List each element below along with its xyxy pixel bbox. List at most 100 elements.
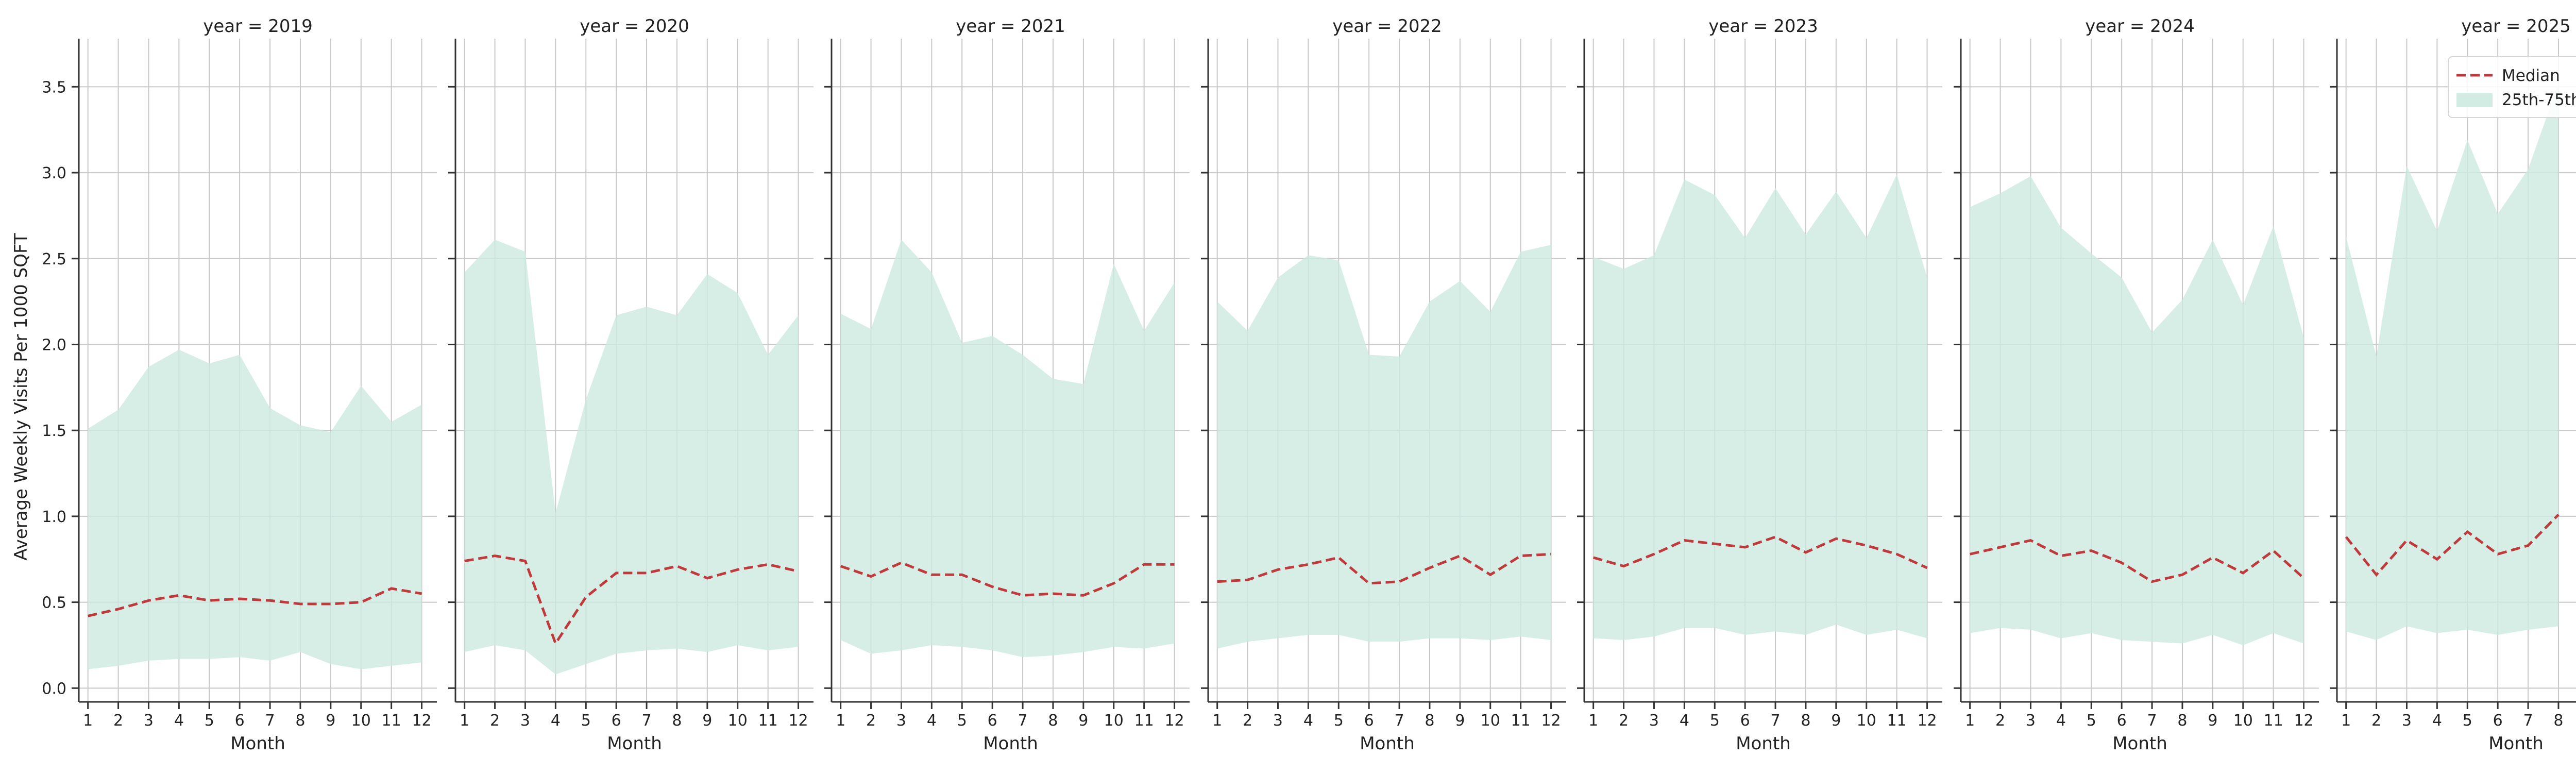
y-tick-label: 1.0 [42, 508, 66, 526]
x-tick-label: 8 [1425, 712, 1434, 730]
x-tick-label: 3 [2402, 712, 2412, 730]
x-tick-label: 9 [2208, 712, 2217, 730]
x-axis-label: Month [983, 733, 1038, 754]
percentile-band [1217, 245, 1551, 649]
x-tick-label: 10 [1481, 712, 1500, 730]
x-tick-label: 4 [174, 712, 184, 730]
x-tick-label: 11 [758, 712, 778, 730]
x-tick-label: 6 [235, 712, 245, 730]
panel-title: year = 2021 [956, 16, 1065, 37]
percentile-band [88, 349, 422, 669]
x-axis-label: Month [607, 733, 662, 754]
y-tick-label: 2.5 [42, 250, 66, 268]
x-tick-label: 10 [2233, 712, 2253, 730]
x-tick-label: 9 [1078, 712, 1088, 730]
x-tick-label: 1 [83, 712, 93, 730]
x-tick-label: 2 [866, 712, 876, 730]
median-line [2345, 513, 2560, 577]
panel-title: year = 2022 [1332, 16, 1442, 37]
y-tick-label: 2.0 [42, 336, 66, 354]
x-tick-label: 5 [2087, 712, 2096, 730]
x-tick-label: 12 [412, 712, 431, 730]
median-line [88, 587, 422, 617]
x-tick-label: 2 [1995, 712, 2005, 730]
x-tick-label: 2 [1243, 712, 1252, 730]
x-tick-label: 7 [1395, 712, 1404, 730]
x-tick-label: 7 [2147, 712, 2157, 730]
x-tick-label: 3 [144, 712, 154, 730]
x-tick-label: 4 [1303, 712, 1313, 730]
x-tick-label: 9 [1455, 712, 1465, 730]
x-tick-label: 5 [957, 712, 967, 730]
y-axis-label: Average Weekly Visits Per 1000 SQFT [11, 233, 31, 561]
x-tick-label: 5 [581, 712, 591, 730]
x-tick-label: 1 [2341, 712, 2351, 730]
x-tick-label: 7 [265, 712, 275, 730]
x-tick-label: 2 [1619, 712, 1629, 730]
x-tick-label: 2 [490, 712, 500, 730]
x-axis-label: Month [1736, 733, 1791, 754]
x-tick-label: 9 [326, 712, 335, 730]
x-tick-label: 2 [2371, 712, 2381, 730]
median-line [1970, 539, 2305, 583]
percentile-band [2346, 83, 2558, 640]
x-axis-label: Month [1360, 733, 1415, 754]
x-tick-label: 12 [1164, 712, 1184, 730]
x-tick-label: 12 [1917, 712, 1937, 730]
x-tick-label: 10 [351, 712, 371, 730]
x-tick-label: 8 [2177, 712, 2187, 730]
x-tick-label: 12 [2294, 712, 2313, 730]
x-tick-label: 8 [2553, 712, 2563, 730]
x-tick-label: 5 [1334, 712, 1344, 730]
x-tick-label: 5 [1710, 712, 1720, 730]
x-tick-label: 1 [1588, 712, 1598, 730]
x-tick-label: 11 [1511, 712, 1531, 730]
median-line [464, 554, 799, 647]
x-tick-label: 9 [1831, 712, 1841, 730]
legend-median-label: Median [2502, 66, 2560, 85]
x-tick-label: 3 [1273, 712, 1283, 730]
median-line [1217, 552, 1551, 585]
median-line [1592, 535, 1928, 569]
x-tick-label: 8 [672, 712, 682, 730]
x-tick-label: 8 [295, 712, 305, 730]
x-tick-label: 8 [1801, 712, 1810, 730]
x-tick-label: 4 [2432, 712, 2442, 730]
legend-band-label: 25th-75th Percentile [2502, 91, 2576, 109]
x-tick-label: 11 [1134, 712, 1154, 730]
x-tick-label: 6 [612, 712, 621, 730]
x-tick-label: 12 [788, 712, 808, 730]
x-tick-label: 8 [1048, 712, 1058, 730]
percentile-band [1970, 176, 2304, 645]
x-tick-label: 6 [2493, 712, 2503, 730]
x-tick-label: 3 [896, 712, 906, 730]
x-axis-label: Month [2488, 733, 2544, 754]
panels-group: 0.00.51.01.52.02.53.03.51 2 3 4 5 6 7 8 9 10 11 12M… [42, 16, 2576, 754]
x-tick-label: 10 [1857, 712, 1876, 730]
y-tick-label: 1.5 [42, 422, 66, 440]
x-tick-label: 12 [1541, 712, 1561, 730]
y-tick-label: 0.0 [42, 680, 66, 698]
panel-title: year = 2024 [2085, 16, 2194, 37]
x-tick-label: 6 [988, 712, 997, 730]
x-tick-label: 7 [1771, 712, 1781, 730]
legend-band-swatch [2456, 93, 2493, 107]
x-tick-label: 3 [2026, 712, 2036, 730]
x-tick-label: 10 [728, 712, 748, 730]
x-tick-label: 3 [1649, 712, 1659, 730]
x-tick-label: 1 [460, 712, 469, 730]
y-tick-label: 0.5 [42, 594, 66, 612]
x-tick-label: 5 [2463, 712, 2472, 730]
x-tick-label: 6 [1740, 712, 1750, 730]
x-tick-label: 11 [2264, 712, 2283, 730]
x-axis-label: Month [230, 733, 285, 754]
legend: Median 25th-75th Percentile [2448, 56, 2576, 118]
y-tick-label: 3.0 [42, 164, 66, 182]
